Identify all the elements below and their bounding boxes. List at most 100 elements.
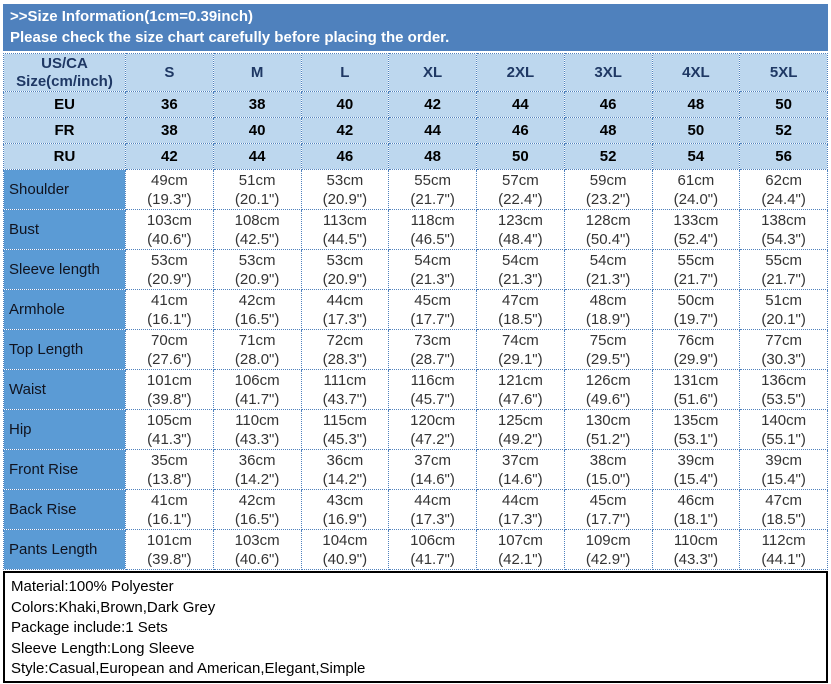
measurement-value-cell: 103cm (40.6") [212, 529, 302, 570]
measurement-cm: 110cm [673, 531, 718, 549]
size-column-header: XL [388, 53, 477, 92]
measurement-value-cell: 36cm (14.2") [212, 449, 302, 490]
measurement-inch: (14.6") [410, 470, 455, 488]
measurement-cm: 108cm [234, 211, 280, 229]
measurement-label: Hip [3, 409, 126, 450]
measurement-value-cell: 105cm (41.3") [125, 409, 214, 450]
measurement-inch: (14.6") [498, 470, 543, 488]
measurement-inch: (42.5") [234, 230, 280, 248]
measurement-value-cell: 126cm (49.6") [563, 369, 653, 410]
measurement-cm: 55cm [414, 171, 451, 189]
measurement-inch: (39.8") [147, 550, 192, 568]
measurement-cm: 51cm [238, 171, 276, 189]
measurement-inch: (13.8") [147, 470, 192, 488]
measurement-row: Back Rise 41cm (16.1") 42cm (16.5") 43cm (16.9… [3, 489, 828, 530]
region-size-value: 56 [739, 143, 828, 170]
measurement-value-cell: 72cm (28.3") [300, 329, 390, 370]
measurement-cm: 103cm [146, 211, 192, 229]
measurement-inch: (14.2") [322, 470, 368, 488]
region-size-row: RU 42 44 46 48 50 52 54 56 [3, 143, 828, 170]
measurement-cm: 76cm [677, 331, 715, 349]
measurement-value-cell: 121cm (47.6") [476, 369, 565, 410]
region-size-value: 52 [563, 143, 653, 170]
measurement-value-cell: 70cm (27.6") [125, 329, 214, 370]
banner-warning: Please check the size chart carefully be… [10, 29, 450, 46]
measurement-inch: (51.6") [673, 390, 719, 408]
measurement-value-cell: 41cm (16.1") [125, 289, 214, 330]
measurement-value-cell: 101cm (39.8") [125, 529, 214, 570]
measurement-inch: (24.0") [673, 190, 719, 208]
measurement-inch: (17.3") [498, 510, 543, 528]
measurement-inch: (41.7") [234, 390, 280, 408]
measurement-cm: 109cm [585, 531, 631, 549]
measurement-value-cell: 106cm (41.7") [388, 529, 477, 570]
measurement-inch: (20.9") [322, 270, 368, 288]
measurement-value-cell: 48cm (18.9") [563, 289, 653, 330]
measurement-cm: 72cm [326, 331, 364, 349]
region-size-row: FR 38 40 42 44 46 48 50 52 [3, 117, 828, 144]
measurement-inch: (17.7") [585, 510, 631, 528]
measurement-row: Armhole 41cm (16.1") 42cm (16.5") 44cm (17.3")… [3, 289, 828, 330]
measurement-value-cell: 116cm (45.7") [388, 369, 477, 410]
measurement-value-cell: 140cm (55.1") [739, 409, 828, 450]
measurement-inch: (29.1") [498, 350, 543, 368]
size-chart-table: US/CA Size(cm/inch) S M L XL 2XL 3XL 4XL 5XL EU… [3, 53, 828, 570]
measurement-value-cell: 135cm (53.1") [651, 409, 741, 450]
measurement-cm: 46cm [677, 491, 715, 509]
measurement-label: Back Rise [3, 489, 126, 530]
measurement-inch: (19.7") [673, 310, 719, 328]
measurement-value-cell: 104cm (40.9") [300, 529, 390, 570]
measurement-row: Hip 105cm (41.3") 110cm (43.3") 115cm (45.3") 1… [3, 409, 828, 450]
measurement-value-cell: 35cm (13.8") [125, 449, 214, 490]
region-size-value: 50 [651, 117, 741, 144]
measurement-cm: 36cm [238, 451, 276, 469]
measurement-label: Armhole [3, 289, 126, 330]
measurement-cm: 111cm [323, 371, 367, 389]
measurement-cm: 41cm [151, 491, 188, 509]
measurement-inch: (18.5") [498, 310, 543, 328]
measurement-value-cell: 50cm (19.7") [651, 289, 741, 330]
region-size-value: 48 [563, 117, 653, 144]
measurement-cm: 101cm [146, 371, 192, 389]
measurement-value-cell: 111cm (43.7") [300, 369, 390, 410]
measurement-cm: 53cm [238, 251, 276, 269]
region-size-value: 40 [300, 91, 390, 118]
measurement-cm: 107cm [497, 531, 543, 549]
measurement-cm: 45cm [414, 291, 451, 309]
measurement-inch: (39.8") [147, 390, 192, 408]
measurement-value-cell: 44cm (17.3") [388, 489, 477, 530]
measurement-cm: 62cm [765, 171, 802, 189]
size-column-header: 2XL [476, 53, 565, 92]
measurement-inch: (47.2") [410, 430, 455, 448]
region-label: EU [3, 91, 126, 118]
sleeve-length-line: Sleeve Length:Long Sleeve [11, 639, 195, 657]
measurement-cm: 57cm [502, 171, 539, 189]
measurement-value-cell: 55cm (21.7") [739, 249, 828, 290]
measurement-cm: 43cm [326, 491, 364, 509]
size-column-header: M [212, 53, 302, 92]
measurement-inch: (30.3") [761, 350, 806, 368]
measurement-value-cell: 53cm (20.9") [300, 249, 390, 290]
measurement-value-cell: 138cm (54.3") [739, 209, 828, 250]
measurement-value-cell: 39cm (15.4") [651, 449, 741, 490]
measurement-cm: 48cm [589, 291, 627, 309]
measurement-cm: 54cm [589, 251, 627, 269]
measurement-inch: (24.4") [761, 190, 806, 208]
measurement-inch: (17.3") [322, 310, 368, 328]
measurement-inch: (17.3") [410, 510, 455, 528]
measurement-value-cell: 120cm (47.2") [388, 409, 477, 450]
measurement-cm: 113cm [322, 211, 367, 229]
measurement-inch: (20.9") [234, 270, 280, 288]
measurement-value-cell: 133cm (52.4") [651, 209, 741, 250]
measurement-value-cell: 36cm (14.2") [300, 449, 390, 490]
measurement-inch: (29.9") [673, 350, 719, 368]
measurement-inch: (52.4") [673, 230, 719, 248]
measurement-cm: 75cm [589, 331, 627, 349]
measurement-inch: (16.5") [234, 510, 280, 528]
measurement-cm: 105cm [146, 411, 192, 429]
measurement-cm: 55cm [765, 251, 802, 269]
measurement-cm: 133cm [673, 211, 719, 229]
measurement-cm: 35cm [151, 451, 188, 469]
measurement-value-cell: 125cm (49.2") [476, 409, 565, 450]
measurement-inch: (21.3") [498, 270, 543, 288]
